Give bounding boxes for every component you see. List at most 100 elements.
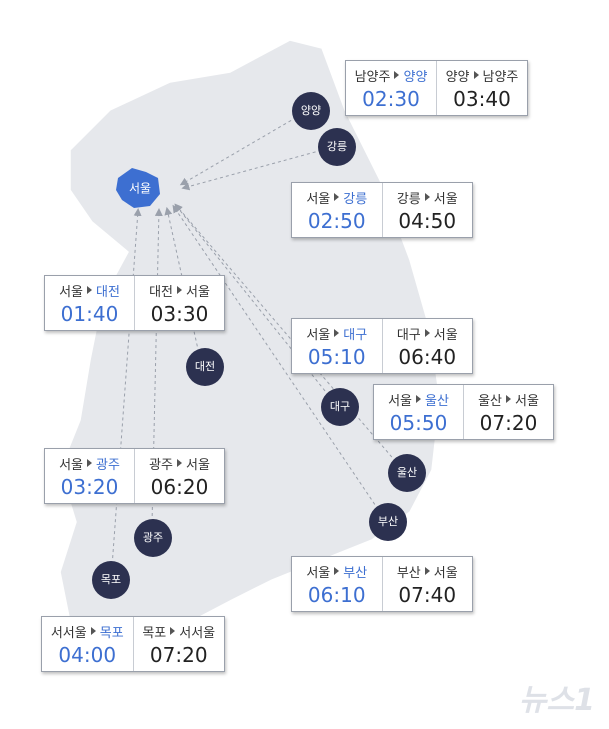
to: 부산 <box>343 565 368 581</box>
arrow-icon <box>334 567 340 575</box>
to: 서울 <box>433 565 458 581</box>
travel-time: 01:40 <box>60 301 119 326</box>
city-node <box>292 92 330 130</box>
from: 부산 <box>396 565 421 581</box>
route-cell: 양양 남양주 03:40 <box>436 61 527 115</box>
route-box: 서울 부산 06:10 부산 서울 07:40 <box>291 556 473 612</box>
travel-time: 07:20 <box>149 642 208 667</box>
route-box: 서울 대구 05:10 대구 서울 06:40 <box>291 318 473 374</box>
route-cell: 광주 서울 06:20 <box>134 449 224 503</box>
to: 서울 <box>515 393 539 409</box>
from: 목포 <box>142 625 167 641</box>
city-label: 부산 <box>378 515 398 528</box>
hub-label: 서울 <box>129 182 151 196</box>
city-label: 광주 <box>143 531 163 544</box>
arrow-icon <box>87 459 92 467</box>
to: 서울 <box>186 284 210 300</box>
seoul-area <box>116 168 160 208</box>
route-line: 서울 대구 <box>306 324 367 343</box>
to: 남양주 <box>482 69 519 85</box>
route-line: 양양 남양주 <box>446 66 519 85</box>
to: 서울 <box>433 191 458 207</box>
route-box: 서울 대전 01:40 대전 서울 03:30 <box>44 275 225 331</box>
route-cell: 강릉 서울 04:50 <box>381 183 473 237</box>
from: 서서울 <box>50 625 87 641</box>
route-line: 대구 서울 <box>397 324 458 343</box>
from: 서울 <box>59 284 83 300</box>
route-cell: 서울 부산 06:10 <box>292 557 382 611</box>
from: 서울 <box>306 191 331 207</box>
travel-time: 04:00 <box>58 642 117 667</box>
arrow-icon <box>424 193 430 201</box>
route-line: 목포 서서울 <box>142 622 215 641</box>
to: 서울 <box>186 457 210 473</box>
route-cell: 서울 대구 05:10 <box>292 319 382 373</box>
to: 광주 <box>96 457 120 473</box>
city-label: 양양 <box>301 104 321 117</box>
from: 서울 <box>306 565 331 581</box>
from: 대구 <box>396 327 421 343</box>
arrow-icon <box>424 567 430 575</box>
city-label: 대전 <box>195 360 215 373</box>
route-arrow <box>181 151 316 191</box>
arrow-icon <box>334 329 340 337</box>
from: 남양주 <box>354 69 391 85</box>
arrow-icon <box>473 71 479 79</box>
city-node <box>388 454 426 492</box>
route-cell: 서서울 목포 04:00 <box>42 617 133 671</box>
travel-time: 03:20 <box>60 474 119 499</box>
route-cell: 서울 울산 05:50 <box>374 385 463 439</box>
route-cell: 대전 서울 03:30 <box>134 276 224 330</box>
city-label: 목포 <box>101 573 121 586</box>
city-node <box>369 503 407 541</box>
from: 양양 <box>445 69 470 85</box>
travel-time: 06:20 <box>150 474 209 499</box>
route-box: 서울 강릉 02:50 강릉 서울 04:50 <box>291 182 473 238</box>
city-label: 대구 <box>330 400 350 413</box>
city-node <box>321 388 359 426</box>
from: 광주 <box>149 457 173 473</box>
arrow-icon <box>416 395 421 403</box>
to: 서울 <box>433 327 458 343</box>
to: 목포 <box>99 625 124 641</box>
route-line: 울산 서울 <box>478 390 539 409</box>
route-cell: 남양주 양양 02:30 <box>346 61 436 115</box>
arrow-icon <box>87 286 92 294</box>
travel-time: 06:10 <box>307 582 366 607</box>
route-arrow <box>174 203 326 392</box>
city-node <box>134 519 172 557</box>
route-line: 부산 서울 <box>397 562 458 581</box>
travel-time: 05:50 <box>389 410 448 435</box>
route-box: 서울 광주 03:20 광주 서울 06:20 <box>44 448 225 504</box>
route-line: 서울 울산 <box>388 390 449 409</box>
route-cell: 목포 서서울 07:20 <box>132 617 225 671</box>
travel-time: 05:10 <box>307 344 366 369</box>
route-line: 서울 강릉 <box>306 188 367 207</box>
route-line: 대전 서울 <box>149 281 210 300</box>
travel-time: 03:40 <box>453 86 511 111</box>
route-line: 서울 광주 <box>59 454 120 473</box>
route-box: 서울 울산 05:50 울산 서울 07:20 <box>373 384 554 440</box>
to: 서서울 <box>179 625 216 641</box>
arrow-icon <box>177 459 182 467</box>
arrow-icon <box>170 627 176 635</box>
city-label: 울산 <box>397 466 417 479</box>
travel-time: 07:20 <box>479 410 538 435</box>
from: 강릉 <box>396 191 421 207</box>
city-node <box>318 128 356 166</box>
from: 서울 <box>59 457 83 473</box>
route-box: 남양주 양양 02:30 양양 남양주 03:40 <box>345 60 528 116</box>
city-node <box>186 348 224 386</box>
city-label: 강릉 <box>327 140 347 153</box>
route-cell: 서울 대전 01:40 <box>45 276 134 330</box>
arrow-icon <box>394 71 400 79</box>
travel-time: 04:50 <box>398 208 457 233</box>
from: 서울 <box>306 327 331 343</box>
from: 울산 <box>478 393 502 409</box>
route-arrow <box>112 207 142 559</box>
to: 대구 <box>343 327 368 343</box>
to: 양양 <box>403 69 428 85</box>
arrow-icon <box>90 627 96 635</box>
arrow-icon <box>424 329 430 337</box>
